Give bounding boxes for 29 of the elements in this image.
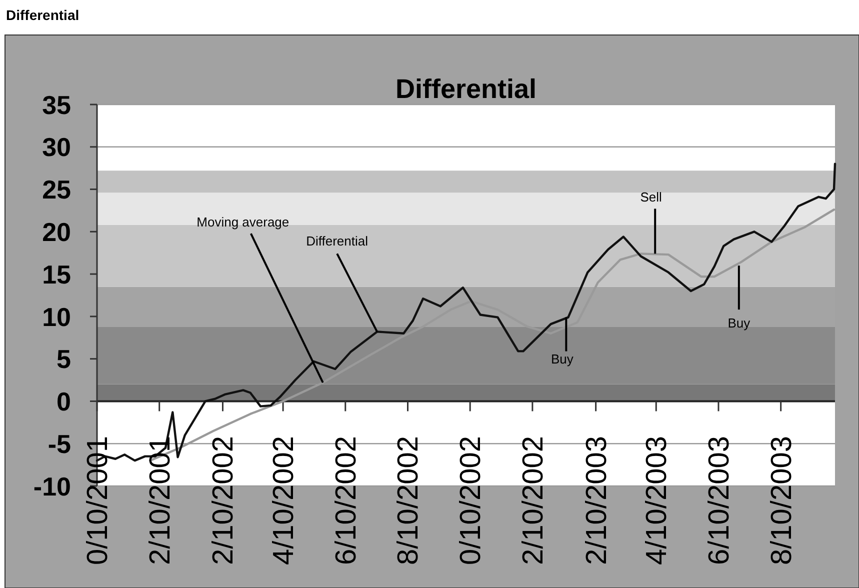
annotation: Sell: [640, 190, 662, 205]
y-tick-label: 10: [42, 302, 71, 332]
x-tick-label: 8/10/2002: [392, 436, 425, 566]
x-tick-label: 0/10/2002: [455, 436, 488, 566]
y-tick-label: -10: [33, 471, 71, 502]
x-tick-label: 2/10/2002: [517, 436, 550, 566]
x-tick-label: 4/10/2002: [268, 436, 300, 566]
y-tick-label: 25: [42, 174, 71, 205]
chart-title: Differential: [395, 74, 537, 104]
y-tick-label: 5: [56, 344, 71, 374]
x-tick-label: 2/10/2002: [208, 436, 240, 566]
x-tick-label: 6/10/2003: [703, 436, 736, 566]
annotation: Buy: [550, 351, 574, 366]
y-tick-label: -5: [48, 428, 71, 459]
y-tick-label: 0: [56, 386, 71, 417]
x-tick-label: 4/10/2003: [641, 436, 674, 566]
annotation: Differential: [306, 234, 368, 249]
y-tick-label: 20: [42, 217, 71, 248]
annotation: Buy: [728, 316, 751, 331]
x-tick-label: 8/10/2003: [766, 436, 798, 566]
annotation: Moving average: [196, 214, 290, 230]
x-tick-label: 2/10/2003: [580, 436, 613, 566]
y-tick-label: 30: [42, 132, 71, 162]
x-tick-label: 2/10/2001: [144, 436, 176, 566]
y-tick-label: 35: [42, 90, 71, 120]
x-tick-label: 6/10/2002: [330, 436, 362, 566]
x-tick-label: 0/10/2001: [82, 436, 114, 566]
y-tick-label: 15: [42, 259, 71, 290]
text: Differential: [6, 7, 80, 23]
